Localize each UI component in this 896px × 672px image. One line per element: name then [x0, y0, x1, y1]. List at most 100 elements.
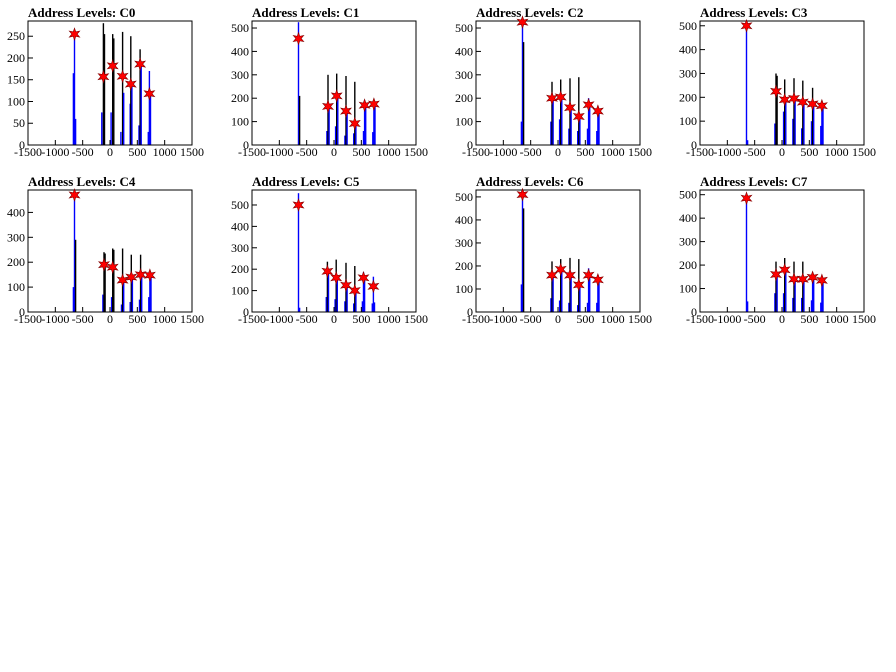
- peak-marker: [292, 198, 305, 212]
- y-tick-label: 100: [679, 114, 697, 128]
- x-tick-label: 1000: [377, 145, 401, 159]
- x-tick-label: 500: [352, 145, 370, 159]
- x-tick-label: 500: [352, 312, 370, 326]
- histogram-bar: [520, 121, 523, 145]
- plot-frame: [475, 189, 641, 313]
- y-tick-label: 150: [7, 73, 25, 87]
- histogram-bar: [784, 258, 786, 312]
- histogram-bar: [103, 34, 106, 145]
- histogram-bar: [328, 107, 330, 145]
- y-tick-label: 0: [467, 138, 473, 152]
- x-tick-label: -500: [72, 312, 94, 326]
- peak-marker: [563, 100, 577, 115]
- histogram-bar: [784, 79, 786, 145]
- histogram-bar: [803, 104, 805, 145]
- y-tick-label: 300: [231, 68, 249, 82]
- x-tick-label: 1000: [601, 312, 625, 326]
- histogram-bar: [113, 249, 115, 312]
- histogram-bar: [353, 133, 355, 145]
- histogram-bar: [782, 293, 785, 312]
- histogram-bar: [334, 299, 336, 312]
- histogram-bar: [774, 293, 776, 312]
- histogram-bar: [782, 111, 785, 145]
- histogram-bar: [298, 307, 301, 312]
- histogram-bar: [586, 128, 589, 145]
- y-tick-label: 100: [231, 284, 249, 298]
- histogram-bar: [520, 284, 523, 312]
- histogram-bar: [820, 302, 822, 312]
- x-tick-label: 0: [555, 145, 561, 159]
- plot-frame: [251, 189, 417, 313]
- histogram-bar: [363, 279, 366, 312]
- histogram-bar: [522, 208, 525, 312]
- histogram-bar: [373, 102, 375, 145]
- histogram-bar: [327, 271, 330, 312]
- histogram-bar: [150, 277, 152, 312]
- y-tick-label: 300: [455, 68, 473, 82]
- histogram-bar: [821, 279, 823, 312]
- histogram-bar: [140, 64, 142, 145]
- plot-frame: [475, 20, 641, 146]
- peak-marker: [97, 69, 110, 84]
- x-tick-label: -1500: [686, 145, 714, 159]
- histogram-bar: [326, 261, 329, 312]
- histogram-bar: [587, 98, 590, 145]
- x-tick-label: 500: [576, 145, 594, 159]
- x-tick-label: 1500: [404, 312, 428, 326]
- y-tick-label: 100: [7, 94, 25, 108]
- histogram-bar: [73, 192, 76, 312]
- histogram-bar: [334, 126, 337, 145]
- chart-title: Address Levels: C1: [252, 5, 359, 20]
- peak-marker: [572, 109, 585, 124]
- y-tick-label: 200: [7, 255, 25, 269]
- y-tick-label: 500: [455, 190, 473, 204]
- histogram-bar: [577, 305, 579, 312]
- histogram-bar: [560, 79, 562, 145]
- histogram-bar: [811, 87, 814, 145]
- x-tick-label: 1500: [180, 312, 204, 326]
- peak-marker: [134, 267, 147, 282]
- peak-marker: [563, 268, 577, 283]
- x-tick-label: 1500: [628, 312, 652, 326]
- histogram-bar: [568, 128, 570, 145]
- y-tick-label: 200: [679, 90, 697, 104]
- histogram-bar: [597, 275, 599, 312]
- y-tick-label: 0: [19, 305, 25, 319]
- histogram-bar: [745, 22, 748, 146]
- peak-marker: [787, 272, 801, 287]
- peak-marker: [116, 273, 129, 288]
- histogram-bar: [746, 140, 749, 145]
- chart-title: Address Levels: C2: [476, 5, 583, 20]
- histogram-bar: [373, 302, 376, 312]
- histogram-bar: [374, 105, 376, 145]
- histogram-bar: [123, 92, 125, 145]
- histogram-bar: [803, 280, 805, 312]
- histogram-bar: [73, 34, 76, 145]
- x-tick-label: -500: [72, 145, 94, 159]
- peak-marker: [143, 268, 156, 283]
- histogram-bar: [354, 81, 356, 145]
- x-tick-label: -500: [744, 312, 766, 326]
- histogram-bar: [811, 274, 814, 312]
- x-tick-label: 500: [800, 145, 818, 159]
- histogram-bar: [802, 80, 804, 145]
- peak-marker: [554, 90, 567, 104]
- chart-title: Address Levels: C7: [700, 174, 808, 189]
- histogram-bar: [801, 297, 803, 312]
- x-tick-label: 1500: [852, 145, 876, 159]
- y-tick-label: 400: [7, 205, 25, 219]
- histogram-bar: [112, 248, 114, 312]
- histogram-bar: [587, 268, 590, 312]
- x-tick-label: 500: [128, 312, 146, 326]
- y-tick-label: 0: [467, 305, 473, 319]
- histogram-bar: [355, 123, 357, 145]
- histogram-bar: [793, 261, 795, 312]
- peak-marker: [321, 264, 334, 279]
- histogram-bar: [149, 95, 152, 145]
- histogram-bar: [131, 84, 133, 145]
- histogram-bar: [121, 31, 124, 145]
- y-tick-label: 100: [7, 280, 25, 294]
- chart-panel-c3: Address Levels: C30100200300400500-1500-…: [679, 5, 876, 159]
- histogram-bar: [577, 131, 579, 145]
- histogram-bar: [346, 286, 348, 312]
